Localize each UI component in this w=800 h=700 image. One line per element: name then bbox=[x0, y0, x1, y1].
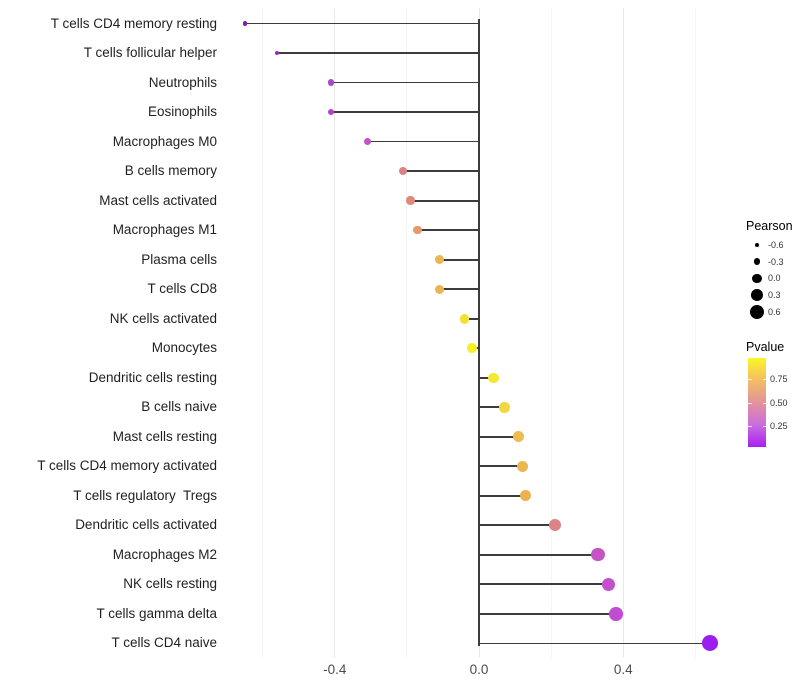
lollipop-stick bbox=[479, 494, 526, 497]
lollipop-dot bbox=[548, 519, 561, 532]
gridline-major bbox=[622, 8, 624, 658]
colorbar-tick-label: 0.75 bbox=[770, 374, 788, 385]
category-label: B cells naive bbox=[141, 399, 217, 415]
legend-size-label: 0.0 bbox=[768, 273, 781, 284]
lollipop-stick bbox=[439, 258, 479, 261]
lollipop-dot bbox=[406, 196, 415, 205]
x-tick-label: 0.4 bbox=[613, 662, 633, 677]
category-label: T cells CD4 memory activated bbox=[37, 458, 217, 474]
category-label: NK cells activated bbox=[109, 310, 217, 326]
category-label: Dendritic cells activated bbox=[75, 517, 217, 533]
pvalue-colorbar bbox=[748, 358, 766, 447]
colorbar-tick bbox=[762, 379, 766, 381]
lollipop-stick bbox=[479, 583, 609, 586]
lollipop-stick bbox=[439, 288, 479, 291]
lollipop-dot bbox=[274, 50, 280, 56]
colorbar-tick bbox=[762, 402, 766, 404]
lollipop-dot bbox=[466, 343, 477, 354]
legend-size-dot bbox=[753, 258, 761, 266]
legend-title-pearson: Pearson bbox=[746, 219, 793, 233]
category-label: Mast cells resting bbox=[112, 428, 217, 444]
colorbar-tick-label: 0.50 bbox=[770, 397, 788, 408]
lollipop-stick bbox=[410, 199, 479, 202]
lollipop-dot bbox=[363, 138, 371, 146]
category-label: Neutrophils bbox=[148, 74, 217, 90]
category-label: T cells gamma delta bbox=[96, 605, 217, 621]
lollipop-stick bbox=[479, 642, 710, 645]
category-label: NK cells resting bbox=[123, 576, 217, 592]
lollipop-stick bbox=[331, 111, 479, 113]
lollipop-stick bbox=[244, 22, 479, 25]
colorbar-tick bbox=[748, 425, 752, 427]
category-label: Plasma cells bbox=[141, 251, 217, 267]
lollipop-dot bbox=[701, 635, 718, 652]
legend-size-label: 0.3 bbox=[768, 290, 781, 301]
lollipop-stick bbox=[479, 435, 519, 438]
lollipop-dot bbox=[520, 490, 532, 502]
category-label: T cells CD8 bbox=[147, 281, 217, 297]
lollipop-stick bbox=[277, 52, 479, 54]
lollipop-dot bbox=[399, 167, 408, 176]
lollipop-stick bbox=[479, 465, 523, 468]
category-label: Monocytes bbox=[151, 340, 217, 356]
lollipop-stick bbox=[479, 613, 617, 615]
legend-size-dot bbox=[752, 273, 762, 284]
lollipop-dot bbox=[513, 431, 525, 443]
category-label: Macrophages M0 bbox=[112, 133, 217, 149]
category-label: T cells regulatory Tregs bbox=[73, 487, 217, 503]
lollipop-dot bbox=[609, 607, 623, 621]
category-label: B cells memory bbox=[124, 163, 217, 179]
lollipop-dot bbox=[488, 372, 499, 383]
zero-axis-line bbox=[478, 19, 480, 646]
lollipop-dot bbox=[591, 548, 605, 562]
legend-title-pvalue: Pvalue bbox=[746, 340, 785, 354]
category-label: T cells CD4 naive bbox=[111, 635, 217, 651]
colorbar-tick bbox=[762, 425, 766, 427]
lollipop-dot bbox=[434, 255, 444, 265]
category-label: Mast cells activated bbox=[99, 192, 217, 208]
legend-size-label: -0.6 bbox=[768, 240, 784, 250]
lollipop-stick bbox=[479, 553, 598, 556]
lollipop-dot bbox=[434, 284, 444, 294]
gridline-minor bbox=[694, 8, 696, 658]
lollipop-stick bbox=[479, 406, 505, 409]
lollipop-stick bbox=[464, 317, 479, 320]
gridline-minor bbox=[262, 8, 264, 658]
category-label: T cells follicular helper bbox=[83, 45, 217, 61]
x-tick-label: -0.4 bbox=[323, 662, 347, 677]
gridline-minor bbox=[406, 8, 408, 658]
lollipop-stick bbox=[367, 140, 479, 143]
lollipop-dot bbox=[328, 108, 335, 116]
legend-size-label: -0.3 bbox=[768, 256, 784, 267]
legend-size-dot bbox=[749, 304, 765, 319]
lollipop-stick bbox=[331, 81, 479, 84]
colorbar-tick bbox=[748, 402, 752, 404]
legend-size-label: 0.6 bbox=[768, 306, 781, 317]
category-label: Macrophages M2 bbox=[112, 546, 217, 562]
lollipop-stick bbox=[417, 229, 479, 232]
lollipop-dot bbox=[459, 313, 470, 324]
x-tick-label: 0.0 bbox=[469, 662, 489, 677]
gridline-major bbox=[334, 8, 336, 658]
lollipop-dot bbox=[498, 401, 510, 413]
lollipop-dot bbox=[413, 225, 422, 235]
lollipop-dot bbox=[516, 460, 528, 472]
colorbar-tick bbox=[748, 379, 752, 381]
lollipop-dot bbox=[602, 577, 616, 592]
category-label: Macrophages M1 bbox=[112, 222, 217, 238]
gridline-minor bbox=[550, 8, 552, 658]
colorbar-tick-label: 0.25 bbox=[770, 420, 788, 431]
lollipop-stick bbox=[403, 170, 479, 172]
legend-size-dot bbox=[754, 242, 760, 248]
category-label: T cells CD4 memory resting bbox=[50, 15, 217, 31]
lollipop-stick bbox=[479, 524, 555, 527]
lollipop-stick bbox=[479, 376, 494, 379]
legend-size-dot bbox=[751, 289, 763, 302]
lollipop-dot bbox=[328, 79, 335, 86]
category-label: Eosinophils bbox=[147, 104, 217, 120]
lollipop-dot bbox=[242, 21, 247, 26]
category-label: Dendritic cells resting bbox=[88, 369, 217, 385]
